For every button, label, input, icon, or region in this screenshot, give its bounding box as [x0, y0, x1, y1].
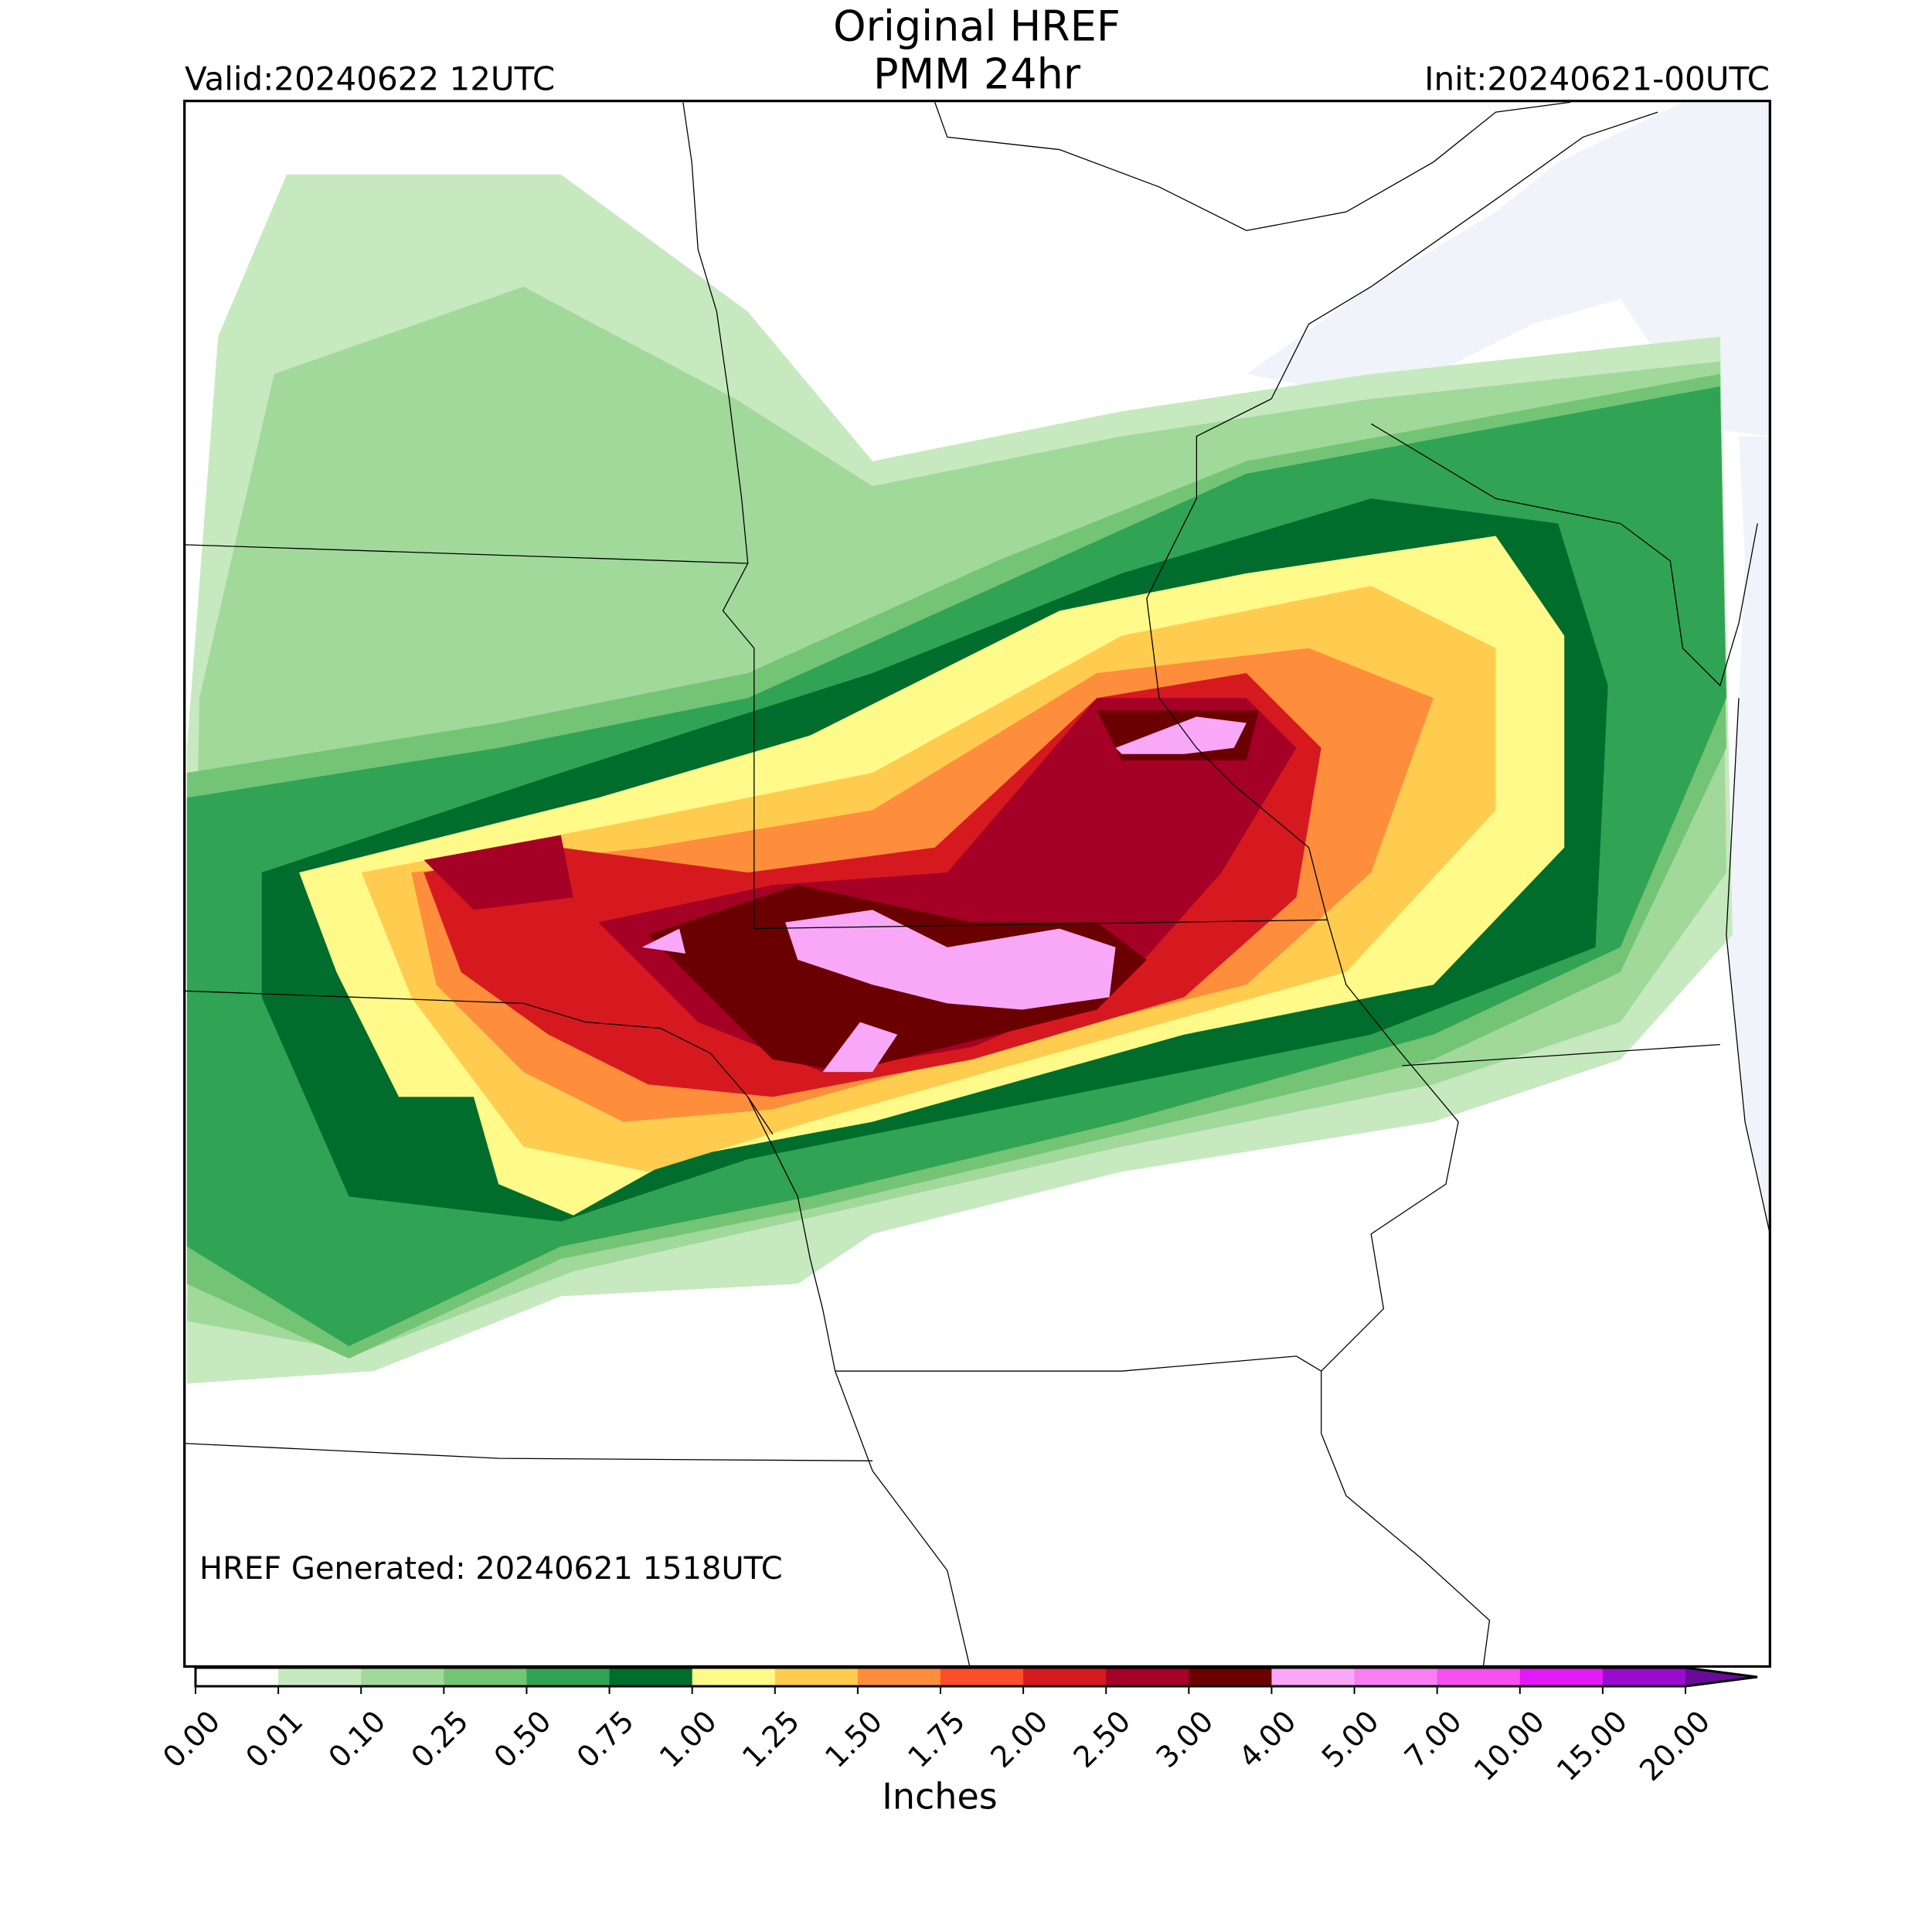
- colorbar-tick-label: 1.75: [901, 1704, 971, 1774]
- colorbar-segment: [1189, 1668, 1272, 1686]
- colorbar-segment: [1437, 1668, 1521, 1686]
- colorbar-tick-label: 3.00: [1150, 1704, 1220, 1774]
- colorbar-tick-label: 20.00: [1633, 1704, 1716, 1787]
- colorbar-tick-label: 1.00: [653, 1704, 723, 1774]
- colorbar-segment: [774, 1668, 859, 1686]
- colorbar-segment: [278, 1668, 362, 1686]
- subtitle: PMM 24hr: [873, 50, 1081, 99]
- colorbar-segment: [526, 1668, 611, 1686]
- colorbar-tick-label: 1.50: [818, 1704, 889, 1774]
- colorbar-tick-label: 0.75: [570, 1704, 641, 1774]
- colorbar-segment: [1519, 1668, 1604, 1686]
- precipitation-field: [186, 174, 1733, 1384]
- colorbar-tick-label: 7.00: [1398, 1704, 1468, 1774]
- map-frame: [183, 100, 1771, 1668]
- colorbar-tick-label: 0.50: [488, 1704, 558, 1774]
- colorbar-segment: [1106, 1668, 1189, 1686]
- colorbar-tick-label: 1.25: [736, 1704, 806, 1774]
- colorbar-segment: [444, 1668, 527, 1686]
- map: [183, 100, 1771, 1668]
- colorbar-extend: [1685, 1668, 1757, 1686]
- colorbar-tick-label: 4.00: [1233, 1704, 1303, 1774]
- title: Original HREF: [833, 2, 1121, 51]
- colorbar-segment: [609, 1668, 693, 1686]
- colorbar-tick-label: 5.00: [1315, 1704, 1386, 1774]
- colorbar-segment: [361, 1668, 444, 1686]
- valid-time: Valid:20240622 12UTC: [185, 60, 555, 98]
- colorbar-label: Inches: [882, 1776, 997, 1818]
- colorbar-segment: [940, 1668, 1024, 1686]
- colorbar-tick-label: 2.50: [1066, 1704, 1137, 1774]
- colorbar-tick-label: 0.25: [405, 1704, 475, 1774]
- colorbar-segment: [1602, 1668, 1686, 1686]
- colorbar-tick-label: 0.01: [239, 1704, 309, 1774]
- colorbar-tick-label: 2.00: [984, 1704, 1054, 1774]
- colorbar-outline: [194, 1666, 1758, 1688]
- colorbar-tick-label: 0.10: [321, 1704, 392, 1774]
- borders: [184, 101, 1770, 1667]
- colorbar-segment: [1271, 1668, 1355, 1686]
- colorbar-tick-label: 15.00: [1550, 1704, 1634, 1787]
- generated-note: HREF Generated: 20240621 1518UTC: [199, 1551, 783, 1587]
- lake: [1246, 102, 1770, 1234]
- colorbar-segment: [857, 1668, 941, 1686]
- colorbar-tick-label: 10.00: [1468, 1704, 1551, 1787]
- colorbar-segment: [1023, 1668, 1107, 1686]
- init-time: Init:20240621-00UTC: [1424, 60, 1770, 98]
- colorbar-tick-label: 0.00: [156, 1704, 226, 1774]
- colorbar-segment: [196, 1668, 279, 1686]
- colorbar-segment: [1354, 1668, 1438, 1686]
- colorbar-segment: [692, 1668, 776, 1686]
- colorbar: 0.00 0.01 0.10 0.25 0.50 0.75 1.00 1.25 1.50 1.75…: [156, 1666, 1758, 1787]
